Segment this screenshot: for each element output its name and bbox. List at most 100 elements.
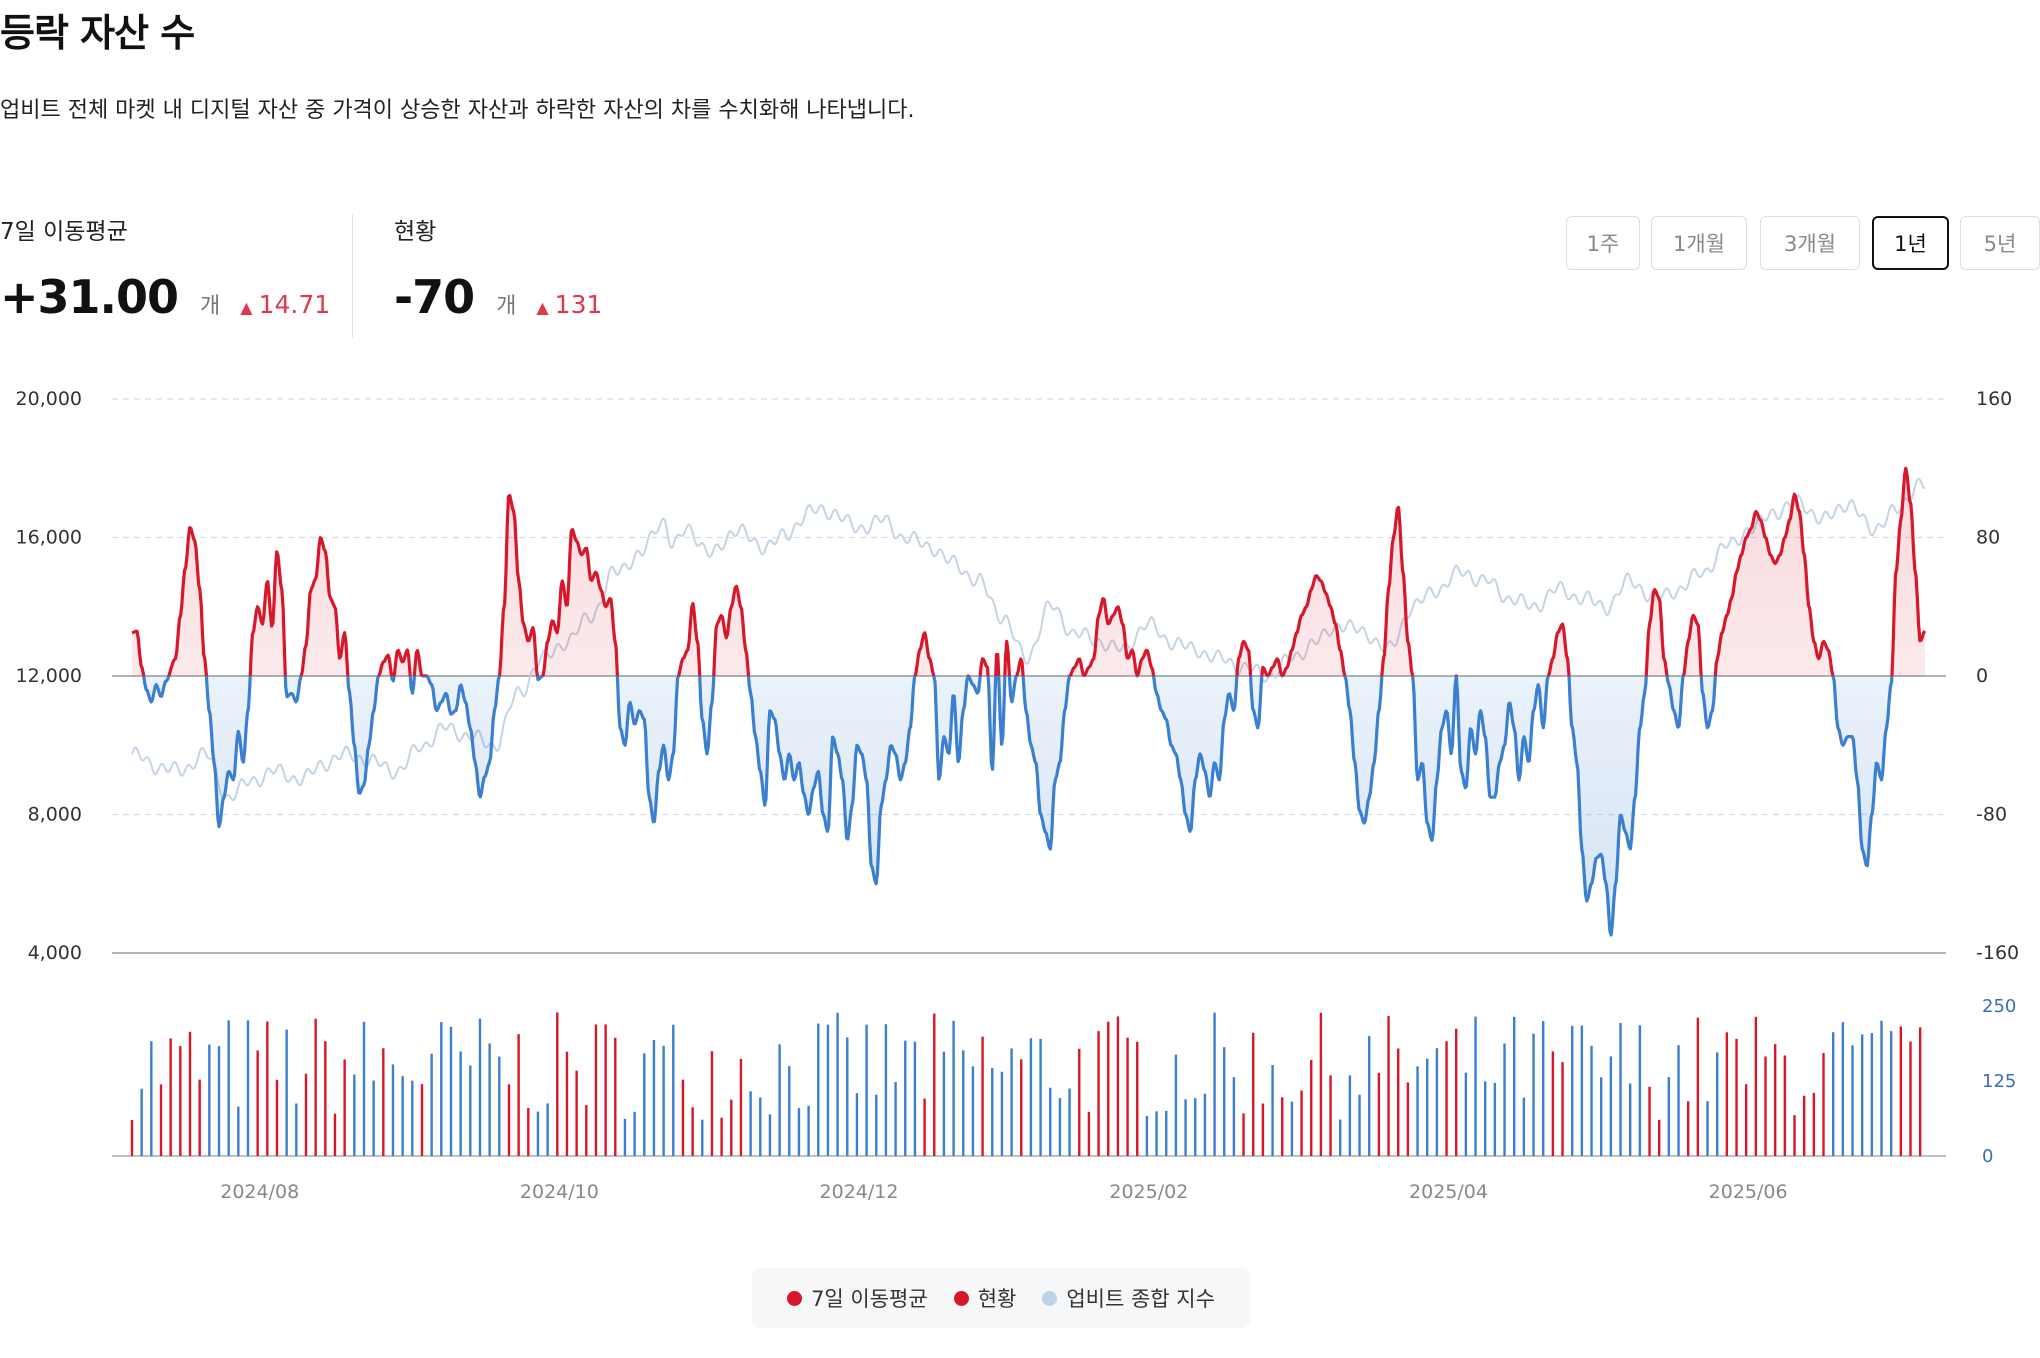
daily-bar [1580, 1025, 1584, 1156]
legend-label: 현황 [977, 1287, 1017, 1311]
daily-bar [1542, 1021, 1545, 1156]
daily-bar [1802, 1095, 1806, 1156]
bar-axis-tick: 125 [1982, 1071, 2016, 1092]
daily-bar [1290, 1101, 1294, 1156]
daily-bar [1397, 1048, 1400, 1156]
daily-bar [1058, 1098, 1062, 1156]
legend-item-index[interactable]: 업비트 종합 지수 [1042, 1283, 1215, 1313]
daily-bar [1165, 1110, 1168, 1156]
x-axis-tick: 2024/10 [520, 1181, 599, 1203]
x-axis-tick: 2024/08 [220, 1181, 299, 1203]
daily-bar [266, 1021, 269, 1156]
period-button-3m[interactable]: 3개월 [1760, 216, 1860, 270]
daily-bar [1300, 1090, 1303, 1156]
daily-bar [430, 1053, 433, 1156]
daily-bar [179, 1046, 182, 1156]
daily-bar [807, 1105, 810, 1156]
period-button-5y[interactable]: 5년 [1960, 216, 2040, 270]
daily-bar [788, 1066, 791, 1156]
daily-bar [1174, 1054, 1178, 1156]
legend-item-current[interactable]: 현황 [953, 1283, 1017, 1313]
daily-bar [681, 1079, 685, 1156]
daily-bar [1619, 1022, 1622, 1156]
daily-bar [1223, 1047, 1226, 1156]
daily-bar [1310, 1059, 1313, 1156]
daily-bar [546, 1103, 549, 1156]
page-title: 등락 자산 수 [0, 11, 195, 55]
daily-bar [1339, 1119, 1342, 1156]
daily-bar [1503, 1043, 1506, 1156]
daily-bar [1870, 1033, 1874, 1156]
daily-bar [1841, 1022, 1845, 1156]
daily-bar [372, 1080, 375, 1156]
stat-current: 현황 -70 개 ▲ 131 [394, 212, 602, 324]
stat-unit: 개 [496, 294, 517, 319]
daily-bar [1271, 1065, 1274, 1156]
daily-bar [1764, 1056, 1767, 1156]
daily-bar [411, 1080, 414, 1156]
right-axis-tick: 160 [1976, 388, 2012, 410]
daily-bar [701, 1119, 704, 1156]
daily-bar [952, 1020, 955, 1156]
daily-bar [691, 1107, 694, 1156]
daily-bar [942, 1051, 946, 1156]
daily-bar [1329, 1075, 1332, 1156]
daily-bar [1735, 1038, 1738, 1156]
daily-bar [797, 1108, 801, 1156]
daily-bar [826, 1024, 830, 1156]
legend-item-ma7[interactable]: 7일 이동평균 [787, 1283, 928, 1313]
daily-bar [1831, 1032, 1835, 1156]
daily-bar [1039, 1038, 1042, 1156]
bar-axis-tick: 0 [1982, 1146, 1993, 1167]
daily-bar [469, 1065, 472, 1156]
period-button-1w[interactable]: 1주 [1566, 216, 1640, 270]
left-axis-tick: 16,000 [16, 527, 82, 549]
daily-bar [1677, 1045, 1680, 1156]
daily-bar [1184, 1099, 1187, 1156]
daily-bar [1715, 1052, 1719, 1156]
daily-bar [1087, 1111, 1091, 1156]
daily-bar [459, 1051, 462, 1156]
daily-bar [1203, 1093, 1207, 1156]
daily-bar [720, 1117, 723, 1156]
daily-bar [1522, 1097, 1526, 1156]
daily-bar [1068, 1088, 1071, 1156]
up-triangle-icon: ▲ [536, 298, 549, 317]
daily-bar [768, 1114, 772, 1156]
daily-bar [710, 1051, 714, 1156]
daily-bar [962, 1050, 965, 1156]
daily-bar [237, 1106, 240, 1156]
period-button-1m[interactable]: 1개월 [1651, 216, 1747, 270]
daily-bar [1822, 1053, 1825, 1156]
daily-bar [1706, 1101, 1709, 1156]
daily-bar [1570, 1025, 1574, 1156]
stat-label: 현황 [394, 219, 437, 245]
daily-bar [1561, 1062, 1564, 1156]
daily-bar [1145, 1116, 1149, 1156]
daily-bar [1242, 1113, 1245, 1156]
daily-bar [846, 1037, 849, 1156]
daily-bar [1416, 1066, 1419, 1156]
daily-bar [227, 1020, 230, 1156]
daily-bar [1464, 1072, 1468, 1156]
daily-bar [1426, 1058, 1429, 1156]
period-button-1y[interactable]: 1년 [1872, 216, 1949, 270]
daily-bar [739, 1058, 743, 1156]
ma7-negative-area [132, 676, 1925, 935]
daily-bar [440, 1022, 443, 1156]
daily-bar [1889, 1031, 1893, 1156]
left-axis-tick: 8,000 [28, 804, 82, 826]
x-axis-tick: 2025/04 [1409, 1181, 1488, 1203]
daily-bar [188, 1031, 192, 1156]
daily-bar [1020, 1059, 1023, 1156]
daily-bar [1754, 1016, 1758, 1156]
daily-bar [304, 1073, 308, 1156]
daily-bar [527, 1108, 530, 1156]
daily-bar [507, 1084, 511, 1156]
daily-bar [1281, 1097, 1284, 1156]
advance-decline-chart[interactable]: 20,000 160 16,000 80 12,000 0 8,000 -80 4,000 -16… [0, 370, 2040, 1230]
daily-bar [1445, 1041, 1448, 1156]
bar-axis-tick: 250 [1982, 996, 2016, 1017]
daily-bar [923, 1098, 926, 1156]
ma7-positive-area [132, 468, 1925, 676]
